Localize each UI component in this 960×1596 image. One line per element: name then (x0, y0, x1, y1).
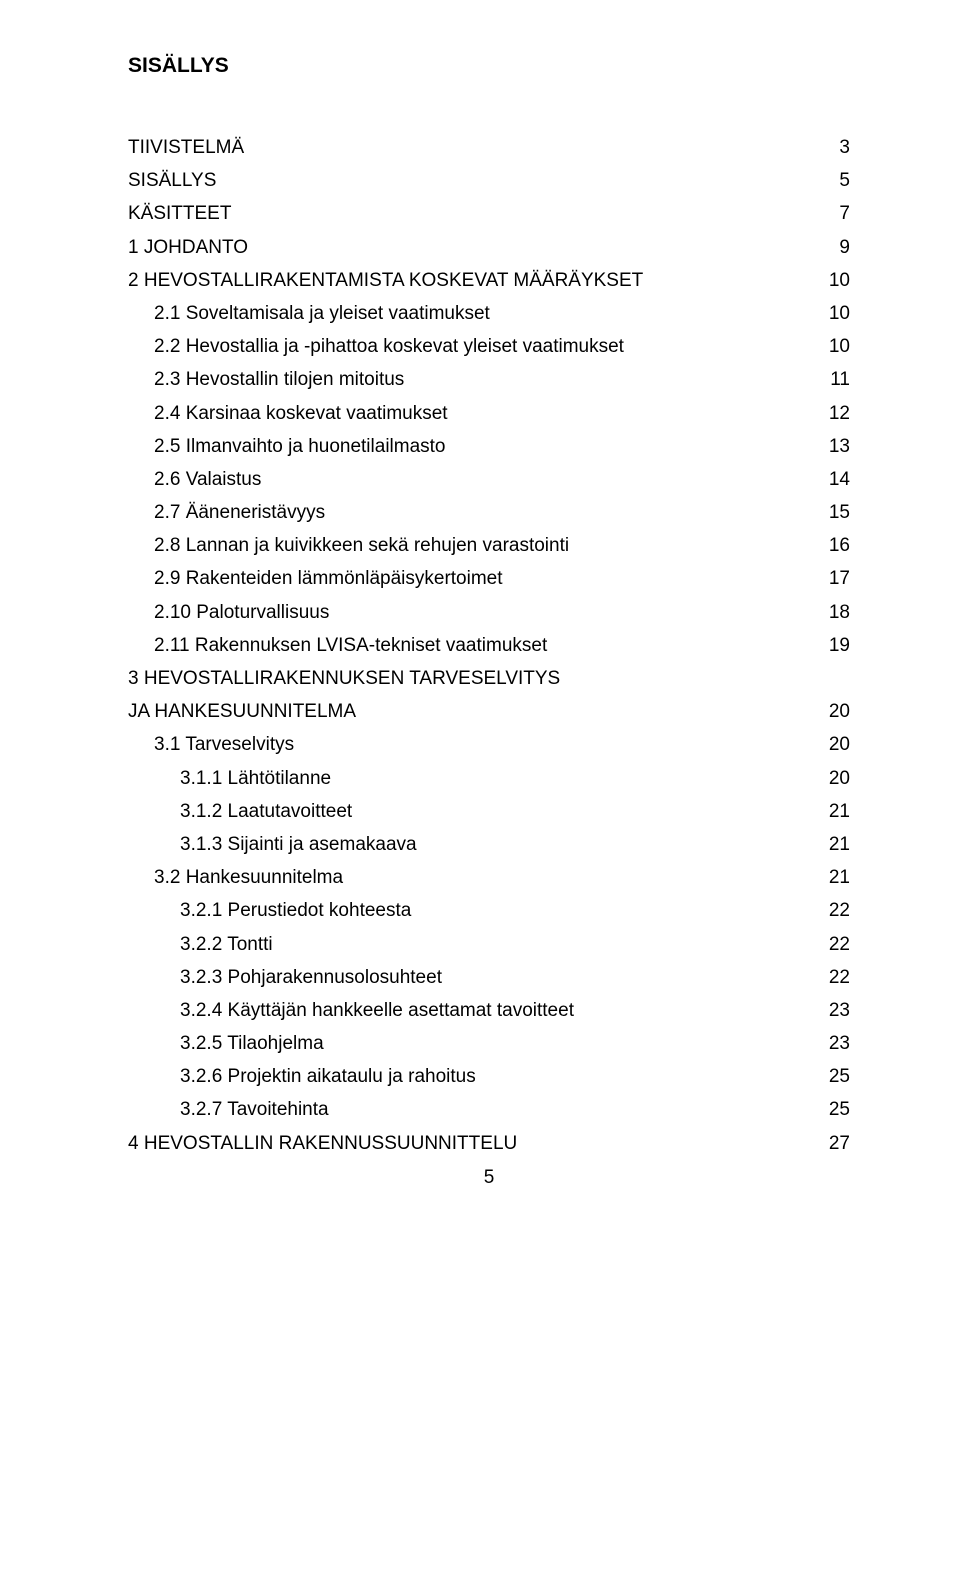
toc-row: 2.2 Hevostallia ja -pihattoa koskevat yl… (128, 337, 850, 356)
toc-entry-page: 20 (820, 769, 850, 788)
toc-entry-label: 2.6 Valaistus (154, 470, 820, 489)
toc-row: 2.9 Rakenteiden lämmönläpäisykertoimet17 (128, 569, 850, 588)
toc-entry-label: 2.5 Ilmanvaihto ja huonetilailmasto (154, 437, 820, 456)
toc-entry-label: 2.9 Rakenteiden lämmönläpäisykertoimet (154, 569, 820, 588)
toc-entry-label: JA HANKESUUNNITELMA (128, 702, 820, 721)
footer-page-number: 5 (128, 1167, 850, 1189)
toc-entry-page: 10 (820, 271, 850, 290)
toc-row: KÄSITTEET7 (128, 204, 850, 223)
toc-row: 3.1.1 Lähtötilanne20 (128, 769, 850, 788)
toc-row: 2.5 Ilmanvaihto ja huonetilailmasto13 (128, 437, 850, 456)
toc-row: 3.2.1 Perustiedot kohteesta22 (128, 901, 850, 920)
toc-row: 2.11 Rakennuksen LVISA-tekniset vaatimuk… (128, 636, 850, 655)
toc-entry-page: 25 (820, 1067, 850, 1086)
toc-entry-label: 3.2.4 Käyttäjän hankkeelle asettamat tav… (180, 1001, 820, 1020)
toc-entry-label: 3.1.1 Lähtötilanne (180, 769, 820, 788)
toc-entry-label: 2.1 Soveltamisala ja yleiset vaatimukset (154, 304, 820, 323)
toc-entry-page: 20 (820, 735, 850, 754)
toc-entry-page: 15 (820, 503, 850, 522)
toc-entry-page: 5 (820, 171, 850, 190)
toc-entry-label: 2.11 Rakennuksen LVISA-tekniset vaatimuk… (154, 636, 820, 655)
toc-entry-label: 2.7 Ääneneristävyys (154, 503, 820, 522)
toc-entry-label: 1 JOHDANTO (128, 238, 820, 257)
toc-entry-page: 18 (820, 603, 850, 622)
toc-entry-label: 4 HEVOSTALLIN RAKENNUSSUUNNITTELU (128, 1134, 820, 1153)
toc-row: 3.1.2 Laatutavoitteet21 (128, 802, 850, 821)
toc-entry-label: 3.1 Tarveselvitys (154, 735, 820, 754)
toc-entry-label: 2.4 Karsinaa koskevat vaatimukset (154, 404, 820, 423)
toc-entry-label: 3.1.2 Laatutavoitteet (180, 802, 820, 821)
toc-entry-label: 3.2 Hankesuunnitelma (154, 868, 820, 887)
toc-row: 3 HEVOSTALLIRAKENNUKSEN TARVESELVITYS (128, 669, 850, 688)
toc-row: TIIVISTELMÄ3 (128, 138, 850, 157)
toc-entry-page: 7 (820, 204, 850, 223)
toc-entry-page: 22 (820, 901, 850, 920)
document-page: SISÄLLYS TIIVISTELMÄ3SISÄLLYS5KÄSITTEET7… (0, 0, 960, 1229)
toc-row: 4 HEVOSTALLIN RAKENNUSSUUNNITTELU27 (128, 1134, 850, 1153)
toc-entry-page: 10 (820, 337, 850, 356)
toc-entry-page: 19 (820, 636, 850, 655)
toc-entry-label: TIIVISTELMÄ (128, 138, 820, 157)
toc-entry-page: 22 (820, 968, 850, 987)
toc-entry-page: 10 (820, 304, 850, 323)
toc-row: 2.7 Ääneneristävyys15 (128, 503, 850, 522)
toc-entry-page: 20 (820, 702, 850, 721)
toc-row: 3.1.3 Sijainti ja asemakaava21 (128, 835, 850, 854)
toc-row: JA HANKESUUNNITELMA20 (128, 702, 850, 721)
toc-row: 3.1 Tarveselvitys20 (128, 735, 850, 754)
toc-entry-page: 13 (820, 437, 850, 456)
toc-row: 3.2.2 Tontti22 (128, 935, 850, 954)
toc-entry-page: 17 (820, 569, 850, 588)
toc-entry-label: 2.2 Hevostallia ja -pihattoa koskevat yl… (154, 337, 820, 356)
toc-entry-label: 3.1.3 Sijainti ja asemakaava (180, 835, 820, 854)
toc-entry-label: 3.2.2 Tontti (180, 935, 820, 954)
table-of-contents: TIIVISTELMÄ3SISÄLLYS5KÄSITTEET71 JOHDANT… (128, 138, 850, 1153)
toc-row: 3.2.6 Projektin aikataulu ja rahoitus25 (128, 1067, 850, 1086)
toc-row: 3.2.4 Käyttäjän hankkeelle asettamat tav… (128, 1001, 850, 1020)
toc-row: 3.2.5 Tilaohjelma23 (128, 1034, 850, 1053)
toc-entry-label: 3.2.1 Perustiedot kohteesta (180, 901, 820, 920)
toc-row: 3.2.7 Tavoitehinta25 (128, 1100, 850, 1119)
toc-entry-page: 21 (820, 868, 850, 887)
toc-row: SISÄLLYS5 (128, 171, 850, 190)
toc-entry-page: 22 (820, 935, 850, 954)
toc-row: 2.10 Paloturvallisuus18 (128, 603, 850, 622)
toc-row: 2.1 Soveltamisala ja yleiset vaatimukset… (128, 304, 850, 323)
toc-row: 2.6 Valaistus14 (128, 470, 850, 489)
toc-entry-page: 3 (820, 138, 850, 157)
toc-row: 3.2 Hankesuunnitelma21 (128, 868, 850, 887)
toc-entry-page: 12 (820, 404, 850, 423)
toc-entry-page: 16 (820, 536, 850, 555)
toc-entry-label: 3 HEVOSTALLIRAKENNUKSEN TARVESELVITYS (128, 669, 850, 688)
page-title: SISÄLLYS (128, 54, 850, 78)
toc-row: 2.3 Hevostallin tilojen mitoitus11 (128, 370, 850, 389)
toc-entry-label: 2 HEVOSTALLIRAKENTAMISTA KOSKEVAT MÄÄRÄY… (128, 271, 820, 290)
toc-entry-label: 3.2.5 Tilaohjelma (180, 1034, 820, 1053)
toc-entry-page: 21 (820, 802, 850, 821)
toc-entry-page: 11 (820, 370, 850, 389)
toc-entry-label: 3.2.7 Tavoitehinta (180, 1100, 820, 1119)
toc-entry-label: 2.3 Hevostallin tilojen mitoitus (154, 370, 820, 389)
toc-entry-page: 9 (820, 238, 850, 257)
toc-entry-page: 14 (820, 470, 850, 489)
toc-entry-label: 3.2.6 Projektin aikataulu ja rahoitus (180, 1067, 820, 1086)
toc-entry-page: 25 (820, 1100, 850, 1119)
toc-entry-label: KÄSITTEET (128, 204, 820, 223)
toc-entry-page: 21 (820, 835, 850, 854)
toc-entry-page: 23 (820, 1001, 850, 1020)
toc-entry-page: 23 (820, 1034, 850, 1053)
toc-row: 1 JOHDANTO9 (128, 238, 850, 257)
toc-entry-label: 3.2.3 Pohjarakennusolosuhteet (180, 968, 820, 987)
toc-row: 2.4 Karsinaa koskevat vaatimukset12 (128, 404, 850, 423)
toc-entry-label: 2.10 Paloturvallisuus (154, 603, 820, 622)
toc-entry-page: 27 (820, 1134, 850, 1153)
toc-entry-label: 2.8 Lannan ja kuivikkeen sekä rehujen va… (154, 536, 820, 555)
toc-row: 3.2.3 Pohjarakennusolosuhteet22 (128, 968, 850, 987)
toc-row: 2.8 Lannan ja kuivikkeen sekä rehujen va… (128, 536, 850, 555)
toc-row: 2 HEVOSTALLIRAKENTAMISTA KOSKEVAT MÄÄRÄY… (128, 271, 850, 290)
toc-entry-label: SISÄLLYS (128, 171, 820, 190)
